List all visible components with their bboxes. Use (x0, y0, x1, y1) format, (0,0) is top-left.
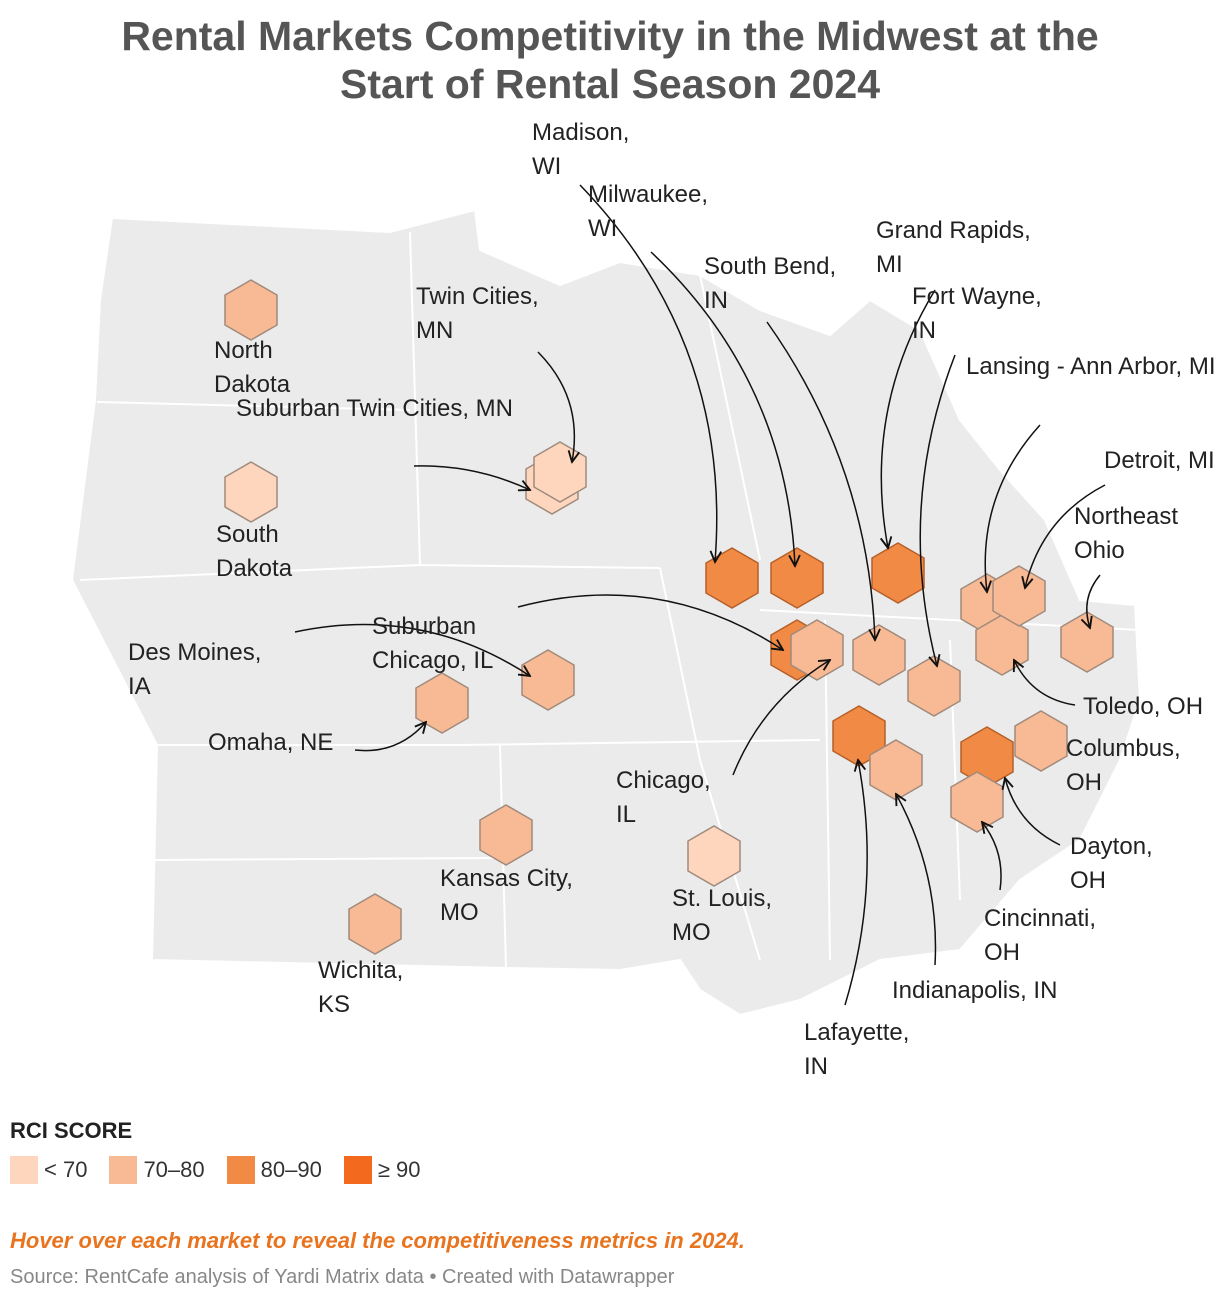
market-label: South Bend, IN (704, 253, 837, 314)
leader-arrow (732, 660, 830, 776)
market-hex[interactable] (1060, 611, 1114, 673)
market-label: Detroit, MI (1104, 447, 1215, 474)
market-hex[interactable] (348, 893, 402, 955)
leader-arrow (1087, 574, 1101, 628)
market-label: Omaha, NE (208, 729, 334, 756)
market-label: South Dakota (216, 521, 293, 582)
leader-arrow (517, 594, 783, 650)
market-hex[interactable] (224, 461, 278, 523)
market-label: Lafayette, IN (804, 1019, 910, 1080)
market-label: Des Moines, IA (128, 639, 262, 700)
leader-arrow (881, 289, 936, 548)
leader-arrow (1005, 778, 1061, 846)
market-label: Toledo, OH (1083, 693, 1204, 720)
market-hex[interactable] (479, 804, 533, 866)
leader-arrow (413, 465, 530, 490)
leader-arrow (1025, 484, 1106, 588)
market-label: Madison, WI (532, 119, 630, 180)
market-label: St. Louis, MO (672, 885, 773, 946)
market-hex[interactable] (852, 624, 906, 686)
market-hex[interactable] (415, 672, 469, 734)
market-label: North Dakota (214, 337, 291, 398)
leader-arrow (1014, 660, 1076, 706)
market-label: Columbus, OH (1066, 735, 1181, 796)
legend-label: 80–90 (260, 1157, 322, 1182)
market-label: Dayton, OH (1070, 833, 1153, 894)
market-hex[interactable] (521, 649, 575, 711)
legend: < 70 70–80 80–90 ≥ 90 (10, 1156, 420, 1184)
leader-arrow (844, 760, 868, 1006)
legend-label: ≥ 90 (377, 1157, 421, 1182)
market-label: Twin Cities, MN (416, 283, 539, 344)
leader-arrow (294, 623, 530, 676)
leader-arrow (650, 251, 795, 566)
leader-arrow (896, 794, 937, 966)
legend-swatch (343, 1156, 372, 1184)
legend-label: < 70 (44, 1157, 88, 1182)
hex-layer (224, 279, 1114, 955)
leader-arrow (982, 822, 1002, 891)
market-label: Grand Rapids, MI (876, 217, 1031, 278)
market-label: Fort Wayne, IN (912, 283, 1042, 344)
arrow-layer (294, 184, 1106, 1006)
market-label: Northeast Ohio (1074, 503, 1179, 564)
title: Rental Markets Competitivity in the Midw… (121, 13, 1099, 107)
market-label: Wichita, KS (318, 957, 404, 1018)
market-label: Kansas City, MO (440, 865, 573, 926)
legend-swatch (109, 1156, 138, 1184)
note: Hover over each market to reveal the com… (10, 1228, 745, 1253)
legend-item: < 70 (10, 1156, 87, 1184)
market-hex[interactable] (871, 542, 925, 604)
leader-arrow (354, 722, 426, 752)
leader-arrow (985, 424, 1041, 592)
market-label: Indianapolis, IN (892, 977, 1058, 1004)
source: Source: RentCafe analysis of Yardi Matri… (10, 1266, 675, 1288)
legend-item: 70–80 (109, 1156, 205, 1184)
region-shape (70, 208, 1142, 1017)
legend-swatch (226, 1156, 255, 1184)
legend-swatch (10, 1156, 38, 1184)
market-label: Chicago, IL (616, 767, 711, 828)
legend-item: 80–90 (226, 1156, 322, 1184)
market-label: Cincinnati, OH (984, 905, 1097, 966)
market-hex[interactable] (1014, 710, 1068, 772)
market-label: Milwaukee, WI (588, 181, 709, 242)
market-label: Suburban Twin Cities, MN (236, 395, 514, 422)
market-hex[interactable] (770, 547, 824, 609)
legend-item: ≥ 90 (343, 1156, 421, 1184)
market-label: Lansing - Ann Arbor, MI (966, 353, 1216, 380)
leader-arrow (579, 184, 717, 562)
legend-label: 70–80 (143, 1157, 205, 1182)
market-hex[interactable] (224, 279, 278, 341)
market-hex[interactable] (687, 825, 741, 887)
leader-arrow (537, 351, 574, 462)
leader-arrow (919, 354, 956, 666)
market-hex[interactable] (907, 655, 961, 717)
market-label: Suburban Chicago, IL (372, 613, 494, 674)
leader-arrow (766, 321, 875, 640)
legend-title: RCI SCORE (10, 1118, 133, 1143)
